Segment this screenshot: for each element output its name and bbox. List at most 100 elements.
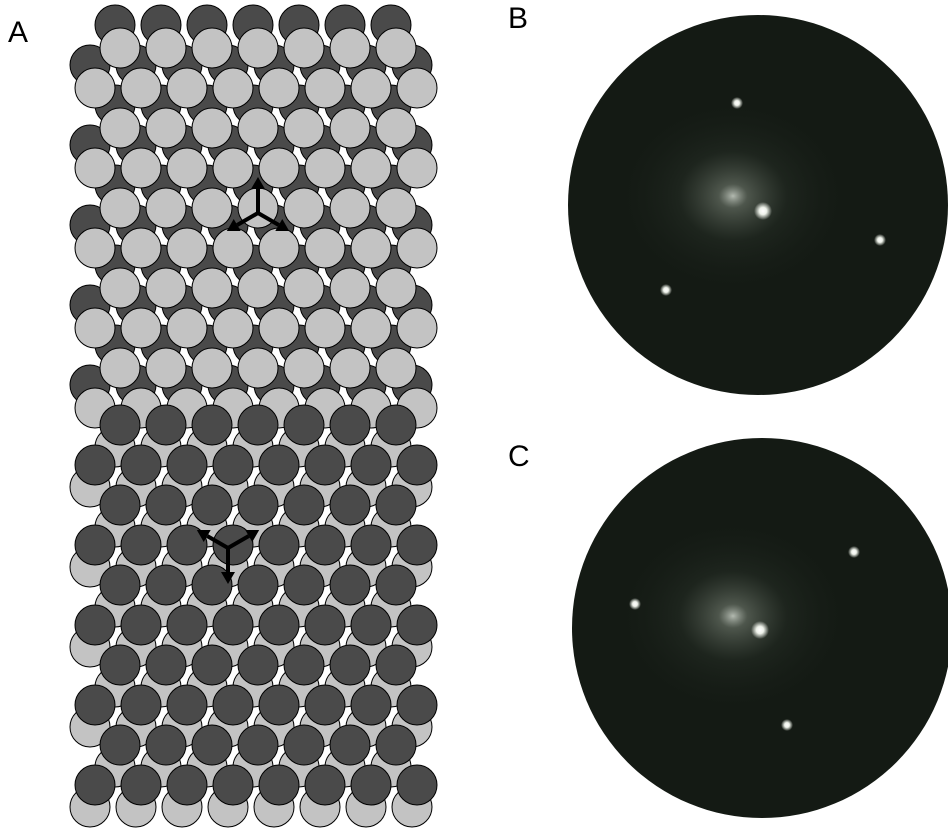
atom-light: [304, 147, 346, 189]
atom-light: [99, 347, 141, 389]
spot: [781, 719, 793, 731]
diffraction-c: [572, 438, 948, 818]
atom-light: [166, 67, 208, 109]
atom-dark: [212, 684, 254, 726]
atom-light: [166, 227, 208, 269]
atom-light: [283, 267, 325, 309]
atom-dark: [145, 644, 187, 686]
diffraction-b: [568, 15, 948, 395]
spot: [751, 621, 769, 639]
atom-dark: [375, 564, 417, 606]
diffuse-glow: [625, 100, 865, 300]
atom-light: [375, 27, 417, 69]
atom-dark: [74, 444, 116, 486]
atom-light: [74, 227, 116, 269]
atom-dark: [120, 684, 162, 726]
atom-light: [329, 187, 371, 229]
atom-dark: [145, 484, 187, 526]
atom-dark: [258, 524, 300, 566]
arrow-head: [275, 218, 290, 232]
atom-dark: [99, 404, 141, 446]
atom-dark: [329, 404, 371, 446]
atom-dark: [329, 484, 371, 526]
atom-dark: [191, 724, 233, 766]
atom-dark: [283, 484, 325, 526]
atom-dark: [212, 444, 254, 486]
atom-dark: [99, 724, 141, 766]
atom-dark: [191, 484, 233, 526]
atom-light: [191, 107, 233, 149]
atom-light: [350, 147, 392, 189]
atom-dark: [329, 564, 371, 606]
atom-dark: [304, 684, 346, 726]
atom-dark: [237, 484, 279, 526]
spot: [874, 234, 886, 246]
atom-light: [304, 67, 346, 109]
arrow-head: [245, 529, 260, 543]
atom-light: [375, 347, 417, 389]
diffuse-glow: [625, 520, 865, 720]
atom-dark: [304, 444, 346, 486]
atom-dark: [329, 644, 371, 686]
atom-light: [237, 347, 279, 389]
arrow-head: [226, 218, 241, 232]
atom-light: [350, 227, 392, 269]
atom-light: [74, 67, 116, 109]
atom-light: [283, 107, 325, 149]
atom-light: [375, 267, 417, 309]
atom-dark: [304, 524, 346, 566]
atom-light: [191, 347, 233, 389]
atom-dark: [99, 564, 141, 606]
atom-dark: [145, 404, 187, 446]
atom-light: [283, 27, 325, 69]
atom-dark: [304, 764, 346, 806]
atom-dark: [258, 764, 300, 806]
atom-light: [99, 107, 141, 149]
arrow-shaft: [236, 211, 260, 227]
atom-light: [304, 307, 346, 349]
atom-dark: [237, 564, 279, 606]
atom-light: [375, 107, 417, 149]
atom-dark: [283, 724, 325, 766]
atom-light: [237, 107, 279, 149]
atom-light: [237, 267, 279, 309]
atom-dark: [120, 444, 162, 486]
atom-dark: [258, 604, 300, 646]
atom-light: [145, 347, 187, 389]
atom-dark: [329, 724, 371, 766]
triad-arrow: [196, 529, 260, 584]
atom-dark: [166, 684, 208, 726]
spot: [660, 284, 672, 296]
atom-light: [120, 227, 162, 269]
atom-dark: [74, 684, 116, 726]
atom-dark: [99, 644, 141, 686]
atom-dark: [212, 764, 254, 806]
atom-light: [350, 67, 392, 109]
panel-label: A: [8, 16, 28, 49]
atom-light: [396, 227, 438, 269]
atom-light: [74, 147, 116, 189]
atom-dark: [237, 644, 279, 686]
atom-dark: [99, 484, 141, 526]
atom-dark: [191, 404, 233, 446]
atom-dark: [237, 724, 279, 766]
atom-light: [166, 307, 208, 349]
spot: [754, 202, 772, 220]
atom-dark: [350, 684, 392, 726]
atom-dark: [396, 684, 438, 726]
atom-light: [191, 27, 233, 69]
atom-dark: [375, 644, 417, 686]
atom-dark: [166, 444, 208, 486]
atom-light: [329, 267, 371, 309]
atom-light: [191, 267, 233, 309]
atom-light: [212, 307, 254, 349]
arrow-shaft: [256, 211, 280, 227]
atom-light: [120, 307, 162, 349]
atom-dark: [191, 564, 233, 606]
atom-light: [258, 147, 300, 189]
atom-dark: [396, 604, 438, 646]
atom-light: [258, 67, 300, 109]
arrow-head: [196, 529, 211, 543]
